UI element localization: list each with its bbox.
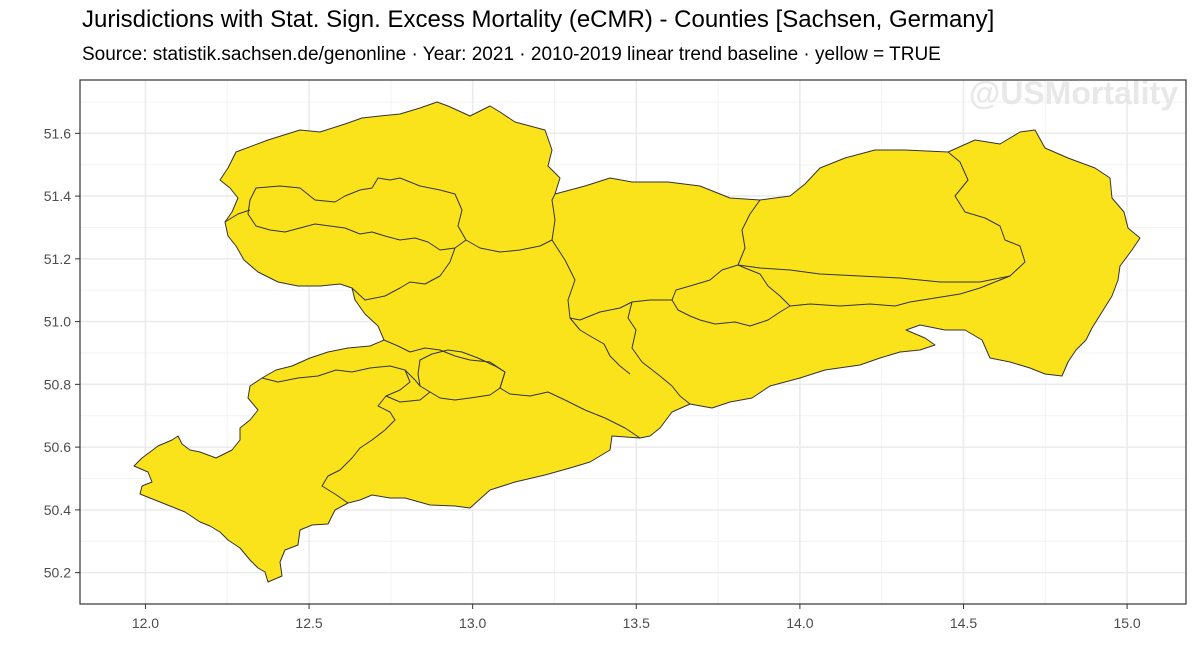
x-tick-label: 13.5 xyxy=(623,615,650,631)
county-boundary xyxy=(224,209,251,223)
y-tick-label: 51.2 xyxy=(44,251,71,267)
county-boundary xyxy=(351,247,456,301)
county-boundary xyxy=(551,199,761,321)
county-boundary xyxy=(627,301,691,405)
county-boundaries xyxy=(224,151,1026,504)
y-tick-label: 50.8 xyxy=(44,376,71,392)
y-tick-label: 50.2 xyxy=(44,565,71,581)
x-tick-label: 15.0 xyxy=(1113,615,1140,631)
county-boundary xyxy=(385,391,431,403)
watermark: @USMortality xyxy=(969,75,1178,111)
chart-title: Jurisdictions with Stat. Sign. Excess Mo… xyxy=(82,6,995,33)
county-boundary xyxy=(321,369,411,504)
y-tick-label: 51.4 xyxy=(44,188,71,204)
county-boundary xyxy=(737,151,1026,283)
county-boundary xyxy=(671,264,791,327)
y-tick-label: 50.6 xyxy=(44,439,71,455)
county-boundary xyxy=(569,317,631,375)
x-tick-label: 13.0 xyxy=(459,615,486,631)
panel-border xyxy=(79,79,1187,605)
county-boundary xyxy=(465,193,556,253)
x-tick-label: 12.5 xyxy=(295,615,322,631)
x-tick-label: 14.0 xyxy=(786,615,813,631)
y-tick-label: 51.0 xyxy=(44,314,71,330)
county-boundary xyxy=(789,275,1011,307)
y-axis: 51.6 51.4 51.2 51.0 50.8 50.6 50.4 50.2 xyxy=(44,125,80,581)
y-tick-label: 51.6 xyxy=(44,125,71,141)
county-boundary xyxy=(261,365,421,387)
county-boundary xyxy=(417,349,506,401)
chart-subtitle: Source: statistik.sachsen.de/genonline ·… xyxy=(82,44,941,65)
x-axis: 12.0 12.5 13.0 13.5 14.0 14.5 15.0 xyxy=(132,604,1141,631)
x-tick-label: 12.0 xyxy=(132,615,159,631)
x-tick-label: 14.5 xyxy=(950,615,977,631)
y-tick-label: 50.4 xyxy=(44,502,71,518)
